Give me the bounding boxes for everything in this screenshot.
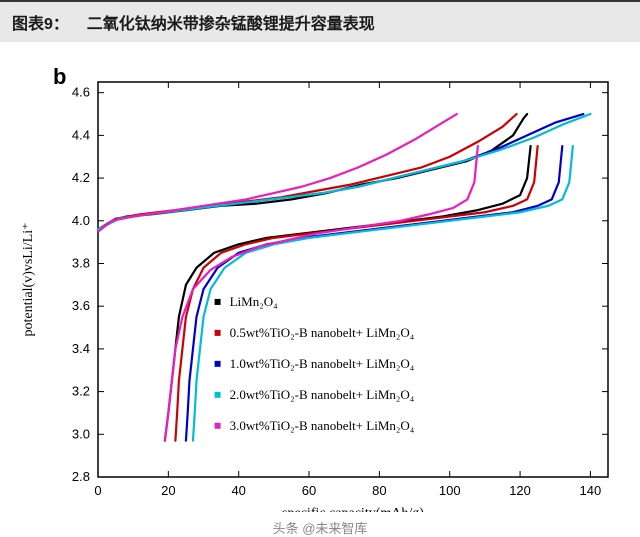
svg-text:0.5wt%TiO₂-B nanobelt+ LiMn₂O₄: 0.5wt%TiO₂-B nanobelt+ LiMn₂O₄ [229, 325, 414, 340]
svg-text:3.6: 3.6 [71, 298, 89, 313]
svg-text:potential(v)vsLi/Li⁺: potential(v)vsLi/Li⁺ [21, 223, 36, 337]
svg-text:3.4: 3.4 [71, 341, 89, 356]
figure-title: 二氧化钛纳米带掺杂锰酸锂提升容量表现 [87, 16, 375, 33]
svg-text:140: 140 [579, 483, 601, 498]
svg-text:4.0: 4.0 [71, 213, 89, 228]
footer-credit: 头条 @未来智库 [0, 512, 640, 537]
svg-text:120: 120 [509, 483, 531, 498]
svg-text:2.8: 2.8 [71, 469, 89, 484]
svg-text:specific capacity(mAh/g): specific capacity(mAh/g) [282, 506, 424, 512]
svg-text:4.6: 4.6 [71, 85, 89, 100]
figure-title-bar: 图表9： 二氧化钛纳米带掺杂锰酸锂提升容量表现 [0, 0, 640, 42]
svg-text:b: b [53, 64, 66, 89]
svg-text:3.8: 3.8 [71, 255, 89, 270]
svg-text:3.0wt%TiO₂-B nanobelt+ LiMn₂O₄: 3.0wt%TiO₂-B nanobelt+ LiMn₂O₄ [229, 418, 414, 433]
svg-text:4.4: 4.4 [71, 127, 89, 142]
svg-text:0: 0 [94, 483, 101, 498]
svg-text:LiMn₂O₄: LiMn₂O₄ [229, 294, 278, 309]
figure-number: 图表9： [12, 16, 69, 33]
svg-text:80: 80 [372, 483, 386, 498]
svg-text:40: 40 [231, 483, 245, 498]
svg-text:20: 20 [161, 483, 175, 498]
chart-container: 0 20 40 60 80 100 120 140 2.8 3.0 3.2 3.4 3.6 3.8 4.0 4… [0, 42, 640, 512]
svg-text:3.2: 3.2 [71, 384, 89, 399]
svg-text:2.0wt%TiO₂-B nanobelt+ LiMn₂O₄: 2.0wt%TiO₂-B nanobelt+ LiMn₂O₄ [229, 387, 414, 402]
svg-text:1.0wt%TiO₂-B nanobelt+ LiMn₂O₄: 1.0wt%TiO₂-B nanobelt+ LiMn₂O₄ [229, 356, 414, 371]
svg-text:3.0: 3.0 [71, 426, 89, 441]
svg-text:4.2: 4.2 [71, 170, 89, 185]
svg-text:60: 60 [301, 483, 315, 498]
capacity-potential-chart: 0 20 40 60 80 100 120 140 2.8 3.0 3.2 3.4 3.6 3.8 4.0 4… [8, 52, 633, 512]
svg-text:100: 100 [438, 483, 460, 498]
